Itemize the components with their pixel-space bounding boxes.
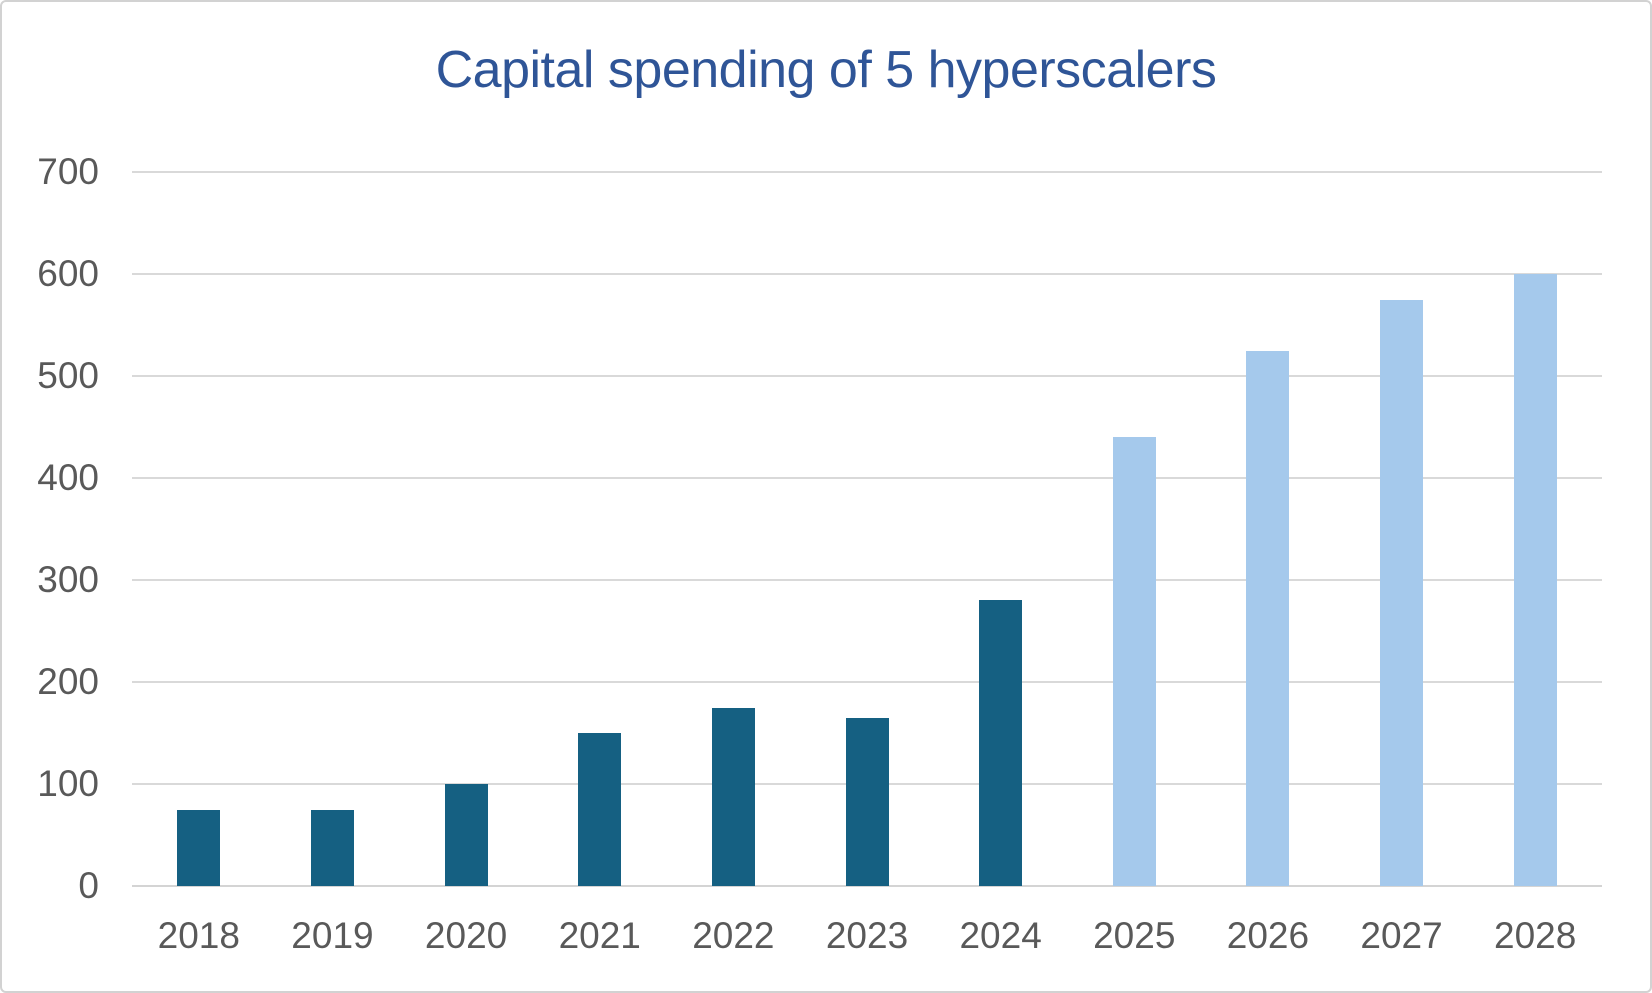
bar-2028	[1513, 274, 1557, 886]
gridline	[132, 375, 1602, 377]
gridline	[132, 477, 1602, 479]
x-tick-label-2025: 2025	[1093, 915, 1176, 956]
bar-2025	[1112, 437, 1156, 886]
y-tick-label: 100	[37, 763, 99, 804]
gridline	[132, 171, 1602, 173]
bar-2022	[711, 707, 755, 886]
x-tick-label-2022: 2022	[692, 915, 775, 956]
x-tick-label-2023: 2023	[825, 915, 909, 956]
gridline	[132, 579, 1602, 581]
x-tick-label-2021: 2021	[558, 915, 641, 956]
y-tick-label: 700	[37, 151, 99, 192]
y-tick-label: 0	[78, 865, 99, 906]
x-tick-label-2024: 2024	[959, 915, 1042, 956]
x-tick-label-2018: 2018	[157, 915, 240, 956]
bar-2020	[444, 784, 488, 886]
x-tick-label-2028: 2028	[1494, 915, 1577, 956]
y-tick-label: 200	[37, 661, 99, 702]
chart-title: Capital spending of 5 hyperscalers	[435, 41, 1217, 99]
x-tick-label-2027: 2027	[1360, 915, 1443, 956]
x-axis-line	[132, 885, 1602, 887]
y-tick-label: 400	[37, 457, 99, 498]
bar-2019	[310, 809, 354, 886]
x-tick-label-2020: 2020	[424, 915, 508, 956]
bar-2026	[1246, 350, 1290, 886]
bar-2027	[1380, 299, 1424, 886]
gridline	[132, 273, 1602, 275]
bar-2024	[979, 600, 1023, 886]
bar-2018	[177, 809, 221, 886]
bar-2021	[578, 733, 622, 886]
x-tick-label-2026: 2026	[1226, 915, 1310, 956]
x-tick-label-2019: 2019	[291, 915, 374, 956]
bar-2023	[845, 717, 889, 886]
y-tick-label: 500	[37, 355, 99, 396]
y-tick-label: 600	[37, 253, 99, 294]
y-tick-label: 300	[37, 559, 99, 600]
gridline	[132, 681, 1602, 683]
